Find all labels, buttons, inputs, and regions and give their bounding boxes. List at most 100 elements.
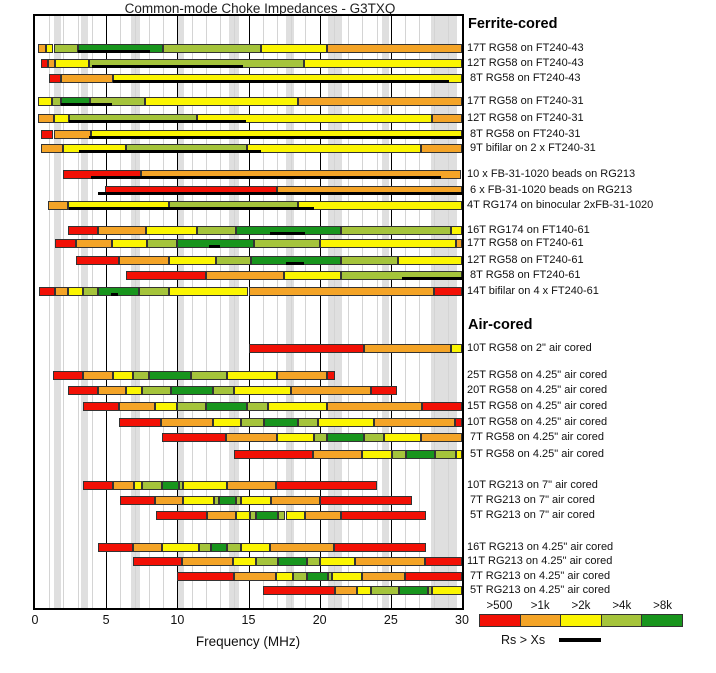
bar-segment [422,402,462,411]
bar-segment [118,402,155,411]
choke-row-label: 12T RG58 on FT240-43 [467,57,584,69]
legend: >500 >1k >2k >4k >8k Rs > Xs [479,600,683,647]
bar-segment [212,386,235,395]
choke-row-label: 8T RG58 on FT240-31 [467,128,581,140]
choke-row-label: 16T RG213 on 4.25" air cored [467,541,614,553]
legend-swatch [480,615,520,626]
minor-gridline [91,16,93,608]
bar-segment [183,496,215,505]
choke-row-label: 17T RG58 on FT240-61 [467,237,584,249]
major-gridline [248,16,250,608]
legend-item-label: >1k [530,600,550,612]
bar-segment [427,586,433,595]
bar-segment [112,481,134,490]
bar-segment [142,481,163,490]
legend-swatch [600,615,642,626]
choke-row-label: 17T RG58 on FT240-31 [467,95,584,107]
bar-segment [162,433,226,442]
bar-segment [306,572,329,581]
rs-greater-than-xs-line [89,136,462,139]
bar-segment [178,481,184,490]
choke-row-label: 5T RG58 on 4.25" air cored [467,448,605,460]
bar-segment [298,201,462,210]
bar-segment [420,144,462,153]
bar-segment [355,557,425,566]
bar-segment [232,557,256,566]
minor-gridline [305,16,307,608]
rs-greater-than-xs-line [69,207,314,210]
minor-gridline [220,16,222,608]
bar-segment [292,572,307,581]
bar-segment [305,511,341,520]
bar-segment [126,271,206,280]
ham-band [228,16,239,608]
bar-segment [154,496,183,505]
bar-segment [181,557,233,566]
minor-gridline [49,16,51,608]
bar-segment [146,226,198,235]
bar-segment [133,543,162,552]
bar-segment [234,450,313,459]
minor-gridline [419,16,421,608]
bar-segment [370,586,400,595]
ham-band [381,16,389,608]
bar-segment [276,433,314,442]
bar-segment [362,450,393,459]
rs-greater-than-xs-line [79,150,262,153]
minor-gridline [63,16,65,608]
bar-segment [392,450,407,459]
major-gridline [177,16,179,608]
bar-segment [111,239,148,248]
bar-segment [170,386,213,395]
bar-segment [197,226,236,235]
choke-row-label: 9T bifilar on 2 x FT240-31 [467,142,596,154]
bar-segment [160,418,213,427]
bar-segment [275,572,293,581]
bar-segment [118,256,169,265]
bar-segment [420,433,462,442]
bar-segment [278,511,286,520]
legend-item-label: >4k [612,600,632,612]
choke-row-label: 10 x FB-31-1020 beads on RG213 [467,168,636,180]
bar-segment [306,557,320,566]
bar-segment [248,287,434,296]
bar-segment [248,344,364,353]
bar-segment [177,572,235,581]
bar-segment [312,450,363,459]
bar-segment [168,256,216,265]
bar-segment [38,287,55,296]
bar-segment [154,402,178,411]
bar-segment [227,481,276,490]
bar-segment [162,481,179,490]
legend-item-label: >2k [571,600,591,612]
bar-segment [144,97,299,106]
choke-row-label: 7T RG58 on 4.25" air cored [467,431,605,443]
ham-band [53,16,62,608]
choke-row-label: 16T RG174 on FT140-61 [467,224,590,236]
choke-row-label: 8T RG58 on FT240-61 [467,269,581,281]
choke-row-label: 12T RG58 on FT240-31 [467,112,584,124]
bar-segment [450,344,462,353]
bar-segment [53,130,92,139]
bar-segment [138,287,169,296]
minor-gridline [163,16,165,608]
bar-segment [276,371,327,380]
minor-gridline [262,16,264,608]
bar-segment [82,371,113,380]
choke-row-label: 12T RG58 on FT240-61 [467,254,584,266]
bar-segment [37,44,47,53]
bar-segment [456,239,462,248]
bar-segment [275,481,377,490]
bar-segment [326,44,462,53]
bar-segment [82,402,119,411]
bar-segment [319,557,356,566]
choke-row-label: 15T RG58 on 4.25" air cored [467,400,608,412]
bar-segment [198,543,212,552]
bar-segment [126,386,143,395]
choke-row-label: 10T RG213 on 7" air cored [467,479,598,491]
bar-segment [383,433,421,442]
minor-gridline [77,16,79,608]
ham-band [80,16,89,608]
bar-segment [291,386,371,395]
bar-segment [47,201,69,210]
